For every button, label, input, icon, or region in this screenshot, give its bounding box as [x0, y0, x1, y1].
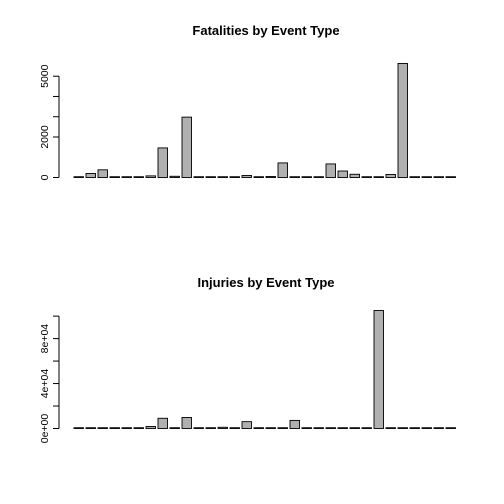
injuries-bar — [445, 427, 456, 429]
fatalities-bar — [121, 176, 132, 178]
injuries-bar — [85, 427, 96, 429]
injuries-y-axis: 0e+00 4e+04 8e+04 — [39, 315, 60, 444]
fatalities-bar — [181, 116, 192, 178]
injuries-bar — [229, 427, 240, 429]
fatalities-bar — [361, 176, 372, 178]
injuries-bar — [433, 427, 444, 429]
fatalities-bar — [169, 175, 180, 178]
injuries-bar — [349, 427, 360, 429]
injuries-y-tick-label: 8e+04 — [39, 324, 51, 354]
fatalities-bar — [433, 176, 444, 178]
injuries-bar — [121, 427, 132, 429]
fatalities-bar — [397, 62, 408, 178]
injuries-bar — [361, 427, 372, 429]
fatalities-bar — [157, 147, 168, 178]
injuries-bar — [325, 427, 336, 429]
fatalities-bar — [217, 176, 228, 178]
injuries-bar — [421, 427, 432, 429]
injuries-y-tick-label: 4e+04 — [39, 369, 51, 399]
fatalities-y-tick-label: 2000 — [39, 125, 51, 149]
fatalities-bars — [73, 62, 456, 178]
injuries-bar — [109, 427, 120, 429]
fatalities-bar — [253, 176, 264, 178]
fatalities-bar — [265, 176, 276, 178]
fatalities-bar — [409, 176, 420, 178]
fatalities-bar — [325, 163, 336, 178]
injuries-bar — [301, 427, 312, 429]
injuries-bar — [241, 421, 252, 429]
fatalities-bar — [337, 170, 348, 178]
injuries-bar — [337, 427, 348, 429]
injuries-bar — [193, 427, 204, 429]
fatalities-bar — [385, 174, 396, 178]
fatalities-panel: Fatalities by Event Type 0 2000 5000 — [39, 23, 456, 180]
fatalities-bar — [349, 173, 360, 178]
injuries-bar — [97, 427, 108, 429]
fatalities-bar — [277, 162, 288, 178]
fatalities-bar — [133, 176, 144, 178]
fatalities-bar — [229, 176, 240, 178]
fatalities-bar — [313, 176, 324, 178]
injuries-panel: Injuries by Event Type 0e+00 4e+04 8e+04 — [39, 275, 456, 443]
injuries-bars — [73, 310, 456, 429]
injuries-bar — [253, 427, 264, 429]
injuries-bar — [289, 419, 300, 429]
injuries-title: Injuries by Event Type — [197, 275, 334, 290]
injuries-bar — [373, 310, 384, 429]
injuries-bar — [205, 427, 216, 429]
fatalities-bar — [445, 176, 456, 178]
fatalities-y-axis: 0 2000 5000 — [39, 64, 60, 180]
fatalities-bar — [289, 176, 300, 178]
injuries-bar — [73, 427, 84, 429]
fatalities-bar — [421, 176, 432, 178]
fatalities-title: Fatalities by Event Type — [192, 23, 339, 38]
injuries-bar — [397, 427, 408, 429]
injuries-bar — [145, 426, 156, 429]
injuries-bar — [133, 427, 144, 429]
fatalities-bar — [73, 176, 84, 178]
injuries-bar — [313, 427, 324, 429]
fatalities-bar — [97, 169, 108, 178]
fatalities-bar — [109, 176, 120, 178]
fatalities-y-tick-label: 0 — [39, 174, 51, 180]
fatalities-bar — [85, 172, 96, 178]
injuries-bar — [217, 426, 228, 429]
injuries-bar — [169, 427, 180, 429]
fatalities-bar — [145, 175, 156, 178]
fatalities-bar — [373, 176, 384, 178]
injuries-y-tick-label: 0e+00 — [39, 414, 51, 444]
fatalities-bar — [301, 176, 312, 178]
injuries-bar — [265, 427, 276, 429]
injuries-bar — [409, 427, 420, 429]
fatalities-y-tick-label: 5000 — [39, 64, 51, 88]
fatalities-bar — [193, 176, 204, 178]
fatalities-bar — [241, 175, 252, 178]
injuries-bar — [157, 417, 168, 429]
injuries-bar — [277, 427, 288, 429]
fatalities-bar — [205, 176, 216, 178]
injuries-bar — [181, 417, 192, 429]
injuries-bar — [385, 427, 396, 429]
